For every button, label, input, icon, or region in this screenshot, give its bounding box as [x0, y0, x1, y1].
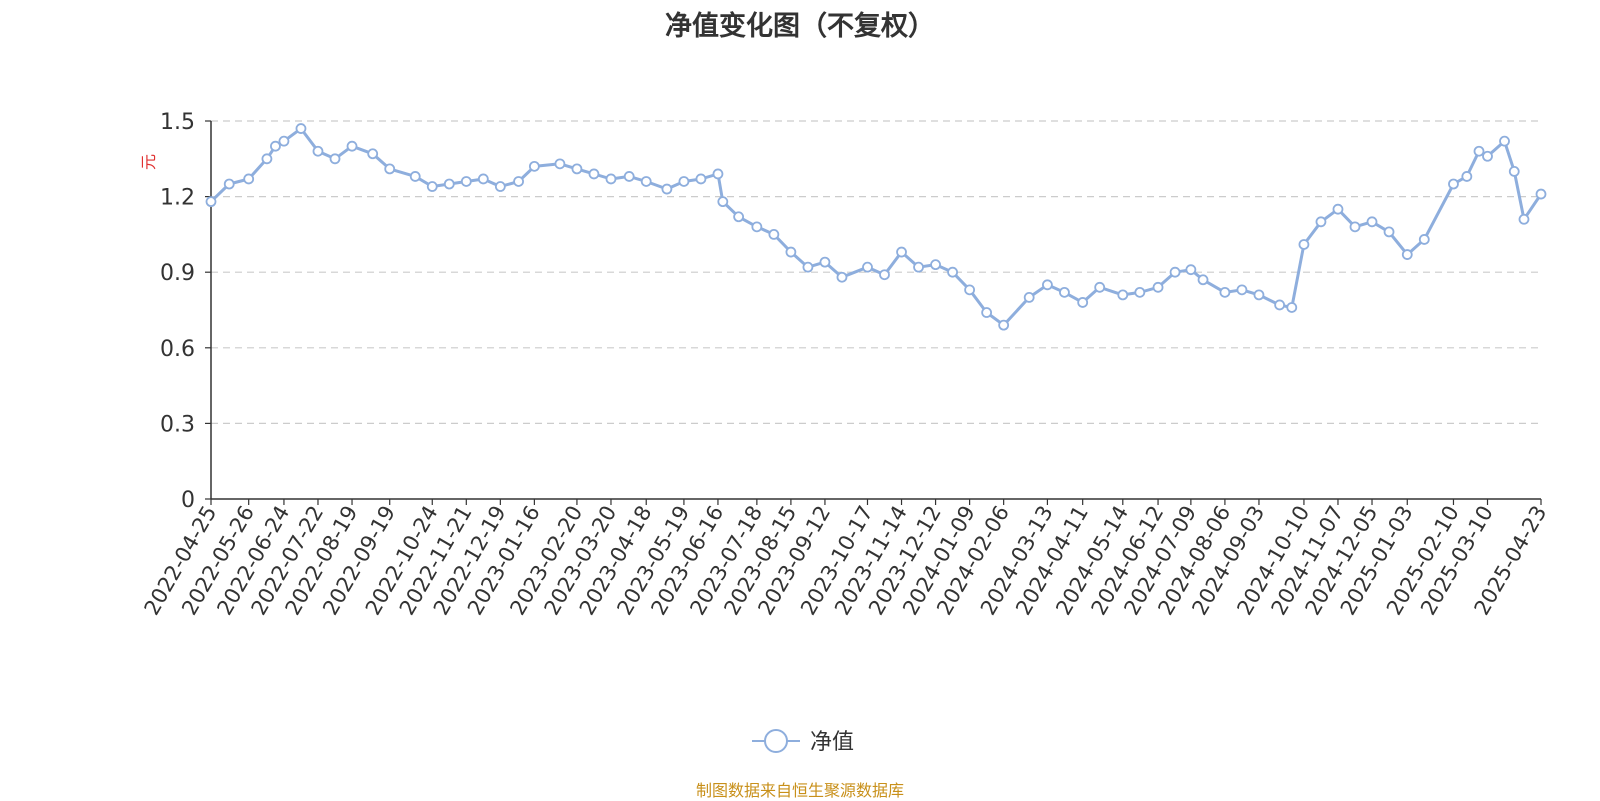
data-point[interactable] — [477, 173, 489, 185]
data-point[interactable] — [1169, 266, 1181, 278]
data-point[interactable] — [1499, 135, 1510, 147]
data-point[interactable] — [270, 140, 281, 152]
data-point[interactable] — [623, 171, 635, 182]
data-point[interactable] — [1315, 216, 1327, 228]
data-point[interactable] — [1332, 203, 1344, 215]
y-tick-label: 1.5 — [160, 110, 195, 135]
data-point[interactable] — [1236, 284, 1248, 296]
data-point[interactable] — [1274, 299, 1286, 311]
data-point[interactable] — [1185, 264, 1197, 276]
data-point[interactable] — [409, 171, 421, 182]
y-tick-labels: 0 0.3 0.6 0.9 1.2 1.5 — [160, 110, 211, 513]
data-point[interactable] — [661, 183, 673, 195]
data-point[interactable] — [1094, 281, 1106, 293]
data-point[interactable] — [1401, 249, 1413, 260]
data-point[interactable] — [930, 259, 941, 271]
y-axis-label-group: 元 — [139, 154, 158, 170]
data-point[interactable] — [1134, 286, 1146, 298]
data-point[interactable] — [1349, 221, 1361, 233]
data-point[interactable] — [223, 178, 235, 190]
data-point[interactable] — [312, 145, 324, 157]
data-point[interactable] — [1473, 145, 1485, 157]
data-point[interactable] — [1508, 165, 1520, 177]
y-tick-label: 0.9 — [160, 261, 195, 286]
data-point[interactable] — [494, 181, 506, 192]
data-point[interactable] — [605, 173, 617, 185]
data-point[interactable] — [964, 284, 976, 296]
data-point[interactable] — [862, 261, 873, 273]
data-point[interactable] — [346, 140, 358, 152]
data-point[interactable] — [1418, 234, 1430, 245]
data-point[interactable] — [802, 261, 814, 273]
data-point[interactable] — [295, 123, 307, 134]
data-point[interactable] — [528, 160, 540, 172]
data-point[interactable] — [768, 228, 780, 240]
data-point[interactable] — [998, 319, 1010, 331]
data-point[interactable] — [1366, 216, 1378, 228]
data-point[interactable] — [1535, 188, 1547, 200]
data-point[interactable] — [443, 178, 455, 190]
data-point[interactable] — [836, 271, 848, 283]
data-point[interactable] — [329, 153, 341, 165]
data-point[interactable] — [571, 163, 583, 175]
chart-title: 净值变化图（不复权） — [665, 11, 935, 42]
data-point[interactable] — [1298, 239, 1310, 250]
data-point[interactable] — [1077, 297, 1089, 308]
legend-circle-icon[interactable] — [764, 729, 788, 753]
series-net-value — [205, 123, 1547, 331]
data-source-note: 制图数据来自恒生聚源数据库 — [695, 781, 904, 800]
data-point[interactable] — [717, 196, 729, 208]
data-point[interactable] — [261, 153, 273, 165]
data-point[interactable] — [205, 196, 217, 208]
data-point[interactable] — [243, 173, 255, 185]
data-point[interactable] — [1117, 289, 1129, 301]
data-point[interactable] — [1383, 226, 1395, 238]
data-point[interactable] — [695, 173, 707, 185]
data-point[interactable] — [1286, 302, 1298, 313]
y-tick-label: 0.3 — [160, 412, 195, 437]
data-point[interactable] — [712, 168, 724, 180]
legend-label-net-value[interactable]: 净值 — [810, 730, 854, 755]
data-point[interactable] — [1042, 279, 1053, 291]
data-point[interactable] — [1253, 289, 1265, 301]
data-point[interactable] — [460, 176, 472, 187]
data-point[interactable] — [751, 221, 763, 233]
data-point[interactable] — [785, 246, 797, 258]
data-point[interactable] — [879, 269, 890, 281]
data-point[interactable] — [1023, 291, 1035, 303]
data-point[interactable] — [1219, 286, 1231, 298]
data-point[interactable] — [1461, 171, 1473, 182]
data-point[interactable] — [981, 307, 993, 318]
data-point[interactable] — [913, 261, 924, 273]
x-tick-labels: 2022-04-252022-05-262022-06-242022-07-22… — [140, 499, 1551, 619]
data-point[interactable] — [426, 181, 438, 192]
data-point[interactable] — [278, 135, 290, 147]
y-axis-title: 元 — [139, 154, 158, 170]
data-point[interactable] — [640, 176, 652, 187]
data-point[interactable] — [367, 148, 379, 160]
data-point[interactable] — [1059, 286, 1070, 298]
legend: 净值 — [752, 729, 854, 755]
y-tick-label: 0 — [181, 488, 195, 513]
data-point[interactable] — [896, 246, 907, 258]
series-line — [209, 127, 1543, 327]
data-point[interactable] — [947, 266, 958, 278]
data-point[interactable] — [1518, 213, 1530, 225]
data-point[interactable] — [733, 211, 745, 223]
data-point[interactable] — [678, 176, 690, 187]
data-point[interactable] — [1448, 178, 1459, 190]
y-tick-label: 1.2 — [160, 186, 195, 211]
data-point[interactable] — [1197, 274, 1209, 286]
data-point[interactable] — [1152, 281, 1164, 293]
data-point[interactable] — [384, 163, 396, 175]
y-tick-label: 0.6 — [160, 337, 195, 362]
data-point[interactable] — [588, 168, 600, 180]
data-point[interactable] — [513, 176, 524, 187]
data-point[interactable] — [1482, 150, 1493, 162]
data-point[interactable] — [819, 256, 831, 268]
data-point[interactable] — [554, 158, 566, 170]
